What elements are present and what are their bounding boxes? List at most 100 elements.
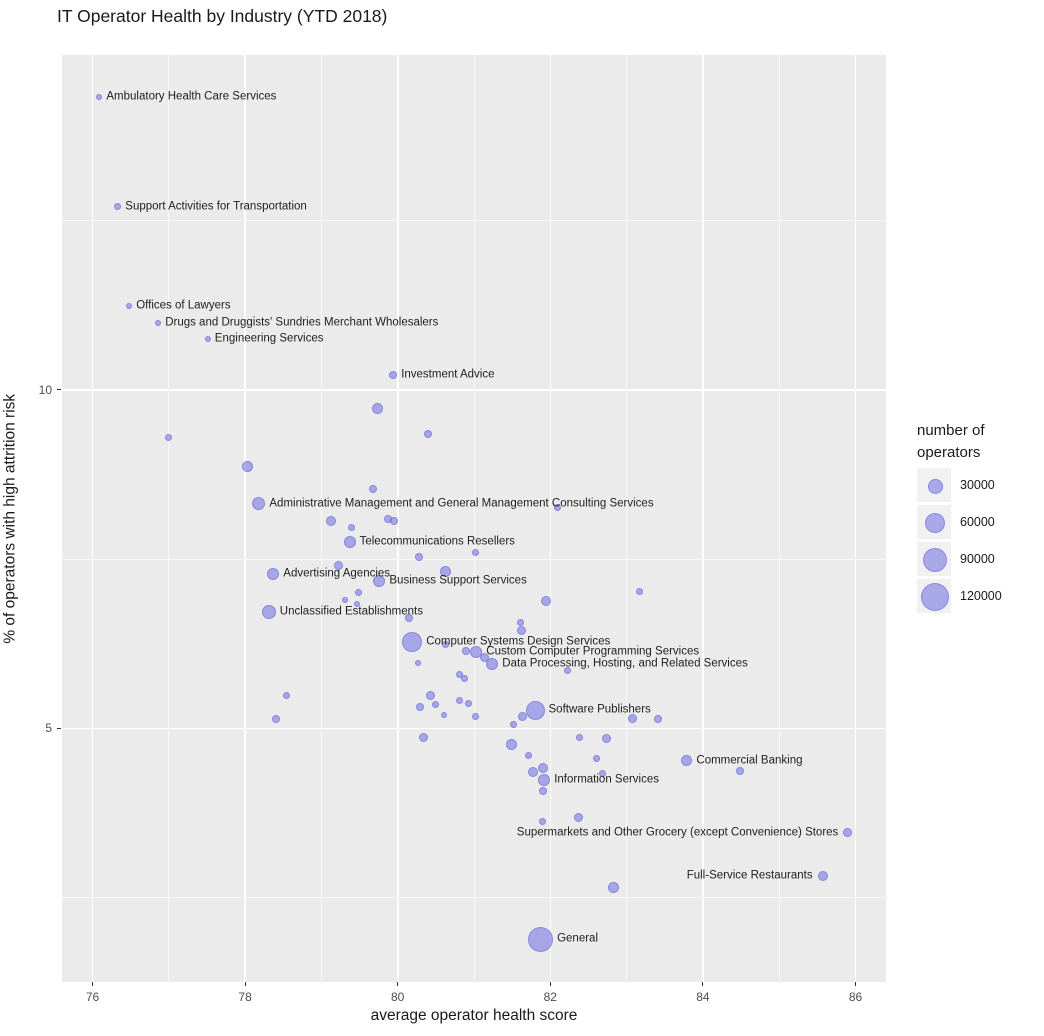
gridline-y-minor bbox=[62, 558, 886, 560]
x-tick-label: 80 bbox=[391, 990, 405, 1004]
bubble bbox=[369, 484, 378, 493]
bubble bbox=[431, 701, 439, 709]
y-axis-title: % of operators with high attrition risk bbox=[1, 393, 19, 644]
bubble bbox=[114, 203, 122, 211]
gridline-x-major bbox=[702, 55, 704, 982]
bubble bbox=[241, 460, 253, 472]
bubble-label: Custom Computer Programming Services bbox=[486, 645, 700, 658]
gridline-x-minor bbox=[321, 55, 322, 982]
bubble bbox=[593, 755, 601, 763]
bubble bbox=[575, 733, 583, 741]
bubble bbox=[267, 568, 280, 580]
bubble bbox=[204, 336, 211, 343]
bubble bbox=[461, 647, 470, 656]
bubble-label: Supermarkets and Other Grocery (except C… bbox=[516, 825, 839, 838]
x-tick-mark bbox=[549, 982, 551, 986]
bubble-label: Business Support Services bbox=[389, 574, 527, 587]
bubble bbox=[326, 516, 337, 527]
bubble bbox=[373, 575, 386, 588]
bubble bbox=[426, 690, 436, 700]
bubble bbox=[465, 700, 473, 708]
bubble bbox=[455, 696, 463, 704]
x-tick-mark bbox=[855, 982, 856, 986]
bubble bbox=[517, 618, 525, 626]
bubble bbox=[415, 660, 422, 667]
bubble bbox=[126, 303, 133, 310]
x-tick-mark bbox=[92, 982, 93, 986]
gridline-x-major bbox=[91, 55, 94, 982]
bubble bbox=[461, 674, 469, 682]
bubble bbox=[628, 714, 638, 724]
bubble bbox=[96, 93, 103, 100]
bubble bbox=[817, 871, 828, 882]
y-tick-mark bbox=[57, 727, 61, 729]
bubble bbox=[653, 714, 662, 723]
x-tick-mark bbox=[397, 982, 399, 986]
x-tick-mark bbox=[702, 982, 704, 986]
bubble bbox=[455, 670, 463, 678]
legend-key-circle bbox=[924, 512, 946, 534]
bubble bbox=[527, 766, 538, 777]
gridline-x-major bbox=[854, 55, 857, 982]
bubble-label: Support Activities for Transportation bbox=[125, 199, 307, 212]
bubble-label: Engineering Services bbox=[214, 332, 324, 345]
bubble-label: Drugs and Druggists' Sundries Merchant W… bbox=[165, 316, 439, 329]
x-axis-title: average operator health score bbox=[370, 1007, 578, 1024]
legend-value-label: 120000 bbox=[960, 589, 1002, 603]
legend-key-circle bbox=[922, 547, 948, 573]
bubble bbox=[165, 434, 173, 442]
bubble bbox=[538, 773, 551, 786]
bubble bbox=[261, 604, 276, 619]
bubble bbox=[735, 766, 744, 775]
bubble bbox=[442, 640, 450, 648]
bubble bbox=[517, 712, 527, 722]
legend-value-label: 60000 bbox=[960, 515, 995, 529]
bubble bbox=[539, 818, 547, 826]
bubble bbox=[505, 739, 517, 750]
bubble bbox=[334, 560, 344, 570]
gridline-x-major bbox=[244, 55, 246, 982]
bubble bbox=[574, 813, 584, 823]
x-tick-label: 82 bbox=[543, 990, 557, 1004]
bubble bbox=[516, 625, 526, 635]
bubble bbox=[599, 770, 607, 778]
y-tick-mark bbox=[57, 389, 61, 391]
bubble-label: Information Services bbox=[554, 772, 660, 785]
bubble bbox=[343, 536, 356, 549]
bubble bbox=[252, 497, 266, 511]
chart-title: IT Operator Health by Industry (YTD 2018… bbox=[57, 6, 388, 26]
legend-value-label: 30000 bbox=[960, 478, 995, 492]
bubble-label: General bbox=[557, 932, 599, 945]
gridline-y-major bbox=[62, 727, 886, 729]
bubble bbox=[439, 565, 451, 577]
bubble bbox=[371, 402, 383, 414]
bubble bbox=[541, 596, 552, 607]
bubble-label: Commercial Banking bbox=[696, 753, 803, 766]
x-tick-mark bbox=[244, 982, 246, 986]
bubble bbox=[537, 763, 548, 774]
gridline-x-major bbox=[549, 55, 551, 982]
x-tick-label: 76 bbox=[85, 990, 100, 1004]
bubble bbox=[525, 700, 545, 720]
bubble-label: Computer Systems Design Services bbox=[426, 635, 611, 648]
bubble-label: Software Publishers bbox=[548, 703, 651, 716]
bubble-label: Unclassified Establishments bbox=[279, 605, 423, 618]
bubble bbox=[354, 588, 362, 596]
y-tick-label: 10 bbox=[38, 382, 52, 397]
bubble bbox=[405, 613, 414, 622]
bubble bbox=[415, 553, 424, 562]
bubble-label: Full-Service Restaurants bbox=[686, 869, 813, 882]
bubble bbox=[415, 702, 424, 711]
x-tick-label: 84 bbox=[696, 990, 710, 1004]
bubble bbox=[486, 658, 499, 670]
bubble bbox=[440, 711, 447, 718]
bubble bbox=[843, 827, 853, 837]
gridline-y-major bbox=[62, 389, 886, 391]
bubble bbox=[424, 429, 433, 438]
bubble-label: Telecommunications Resellers bbox=[359, 535, 515, 548]
bubble bbox=[402, 632, 423, 653]
bubble bbox=[553, 504, 561, 512]
bubble bbox=[472, 548, 480, 556]
bubble bbox=[347, 523, 355, 531]
